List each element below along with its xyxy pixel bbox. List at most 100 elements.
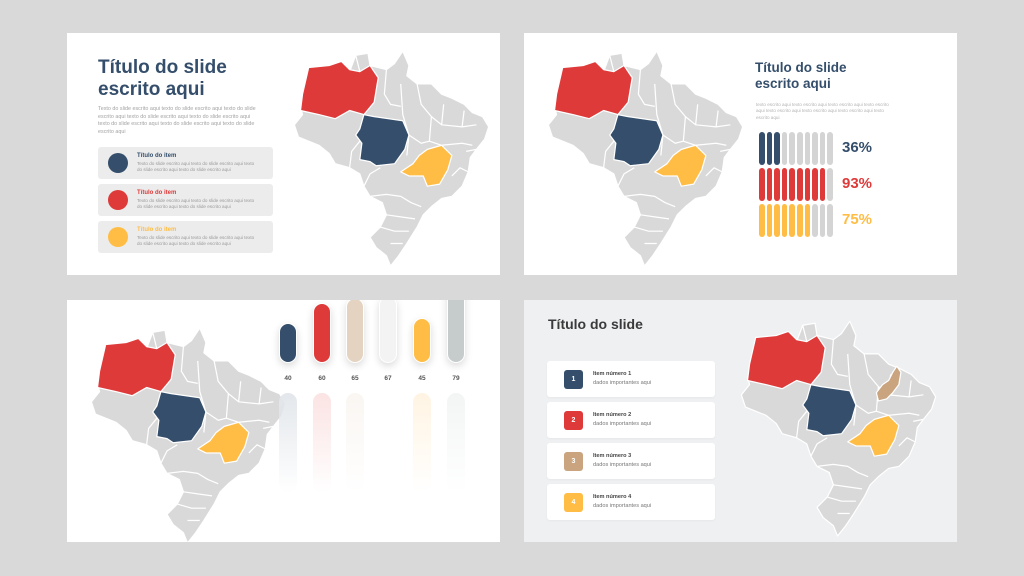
title-line-1: Título do slide [755,60,847,75]
progress-pip [789,132,795,165]
progress-pip [781,204,788,237]
title-line-2: escrito aqui [98,78,205,100]
bar-fill [413,318,431,363]
progress-row: 93% [759,168,889,201]
progress-pip [827,168,833,201]
state-amazonas [746,330,826,390]
slide-4-thumbnail[interactable]: Título do slide 1 Item número 1 dados im… [524,300,957,542]
vertical-bar-chart: 40 60 65 67 45 79 [275,300,485,500]
progress-pip [774,168,780,201]
bar-value-label: 79 [452,375,460,382]
progress-pip [812,204,818,237]
bar-track [413,393,431,493]
item-list: Título do item Texto do slide escrito aq… [98,147,273,258]
title-line-1: Título do slide [98,57,227,78]
progress-pip [789,204,795,237]
list-item: 4 Item número 4 dados importantes aqui [547,484,715,520]
progress-pip [804,168,811,201]
item-subtitle: dados importantes aqui [593,380,652,386]
progress-pip [759,204,765,237]
bar-value-label: 60 [318,375,326,382]
bar-track [346,393,364,493]
bar-track [279,393,297,493]
state-mato-grosso [802,383,857,437]
progress-pip [797,168,803,201]
slide-3-thumbnail[interactable]: 40 60 65 67 45 79 [67,300,500,542]
progress-pip [766,168,773,201]
progress-pip [759,168,765,201]
title-line-2: escrito aqui [755,75,831,91]
progress-pip [774,132,780,165]
slide-title: Título do slide escrito aqui [755,60,875,91]
slide-title: Título do slide escrito aqui [98,57,268,101]
item-title: Item número 4 [593,494,632,500]
number-badge: 3 [564,452,583,471]
slide-2-thumbnail[interactable]: Título do slide escrito aqui texto escri… [524,33,957,275]
number-badge: 2 [564,411,583,430]
bar-value-label: 45 [418,375,426,382]
progress-pip [766,204,773,237]
bar-value-label: 40 [284,375,292,382]
item-title: Item número 3 [593,453,632,459]
progress-pip [759,132,765,165]
item-subtitle: dados importantes aqui [593,421,652,427]
progress-pip [812,168,818,201]
progress-pip [789,168,795,201]
bar-track [447,393,465,493]
item-text: Texto do slide escrito aqui texto do sli… [137,198,255,209]
progress-pip [827,204,833,237]
state-mato-grosso [609,113,664,167]
progress-pip [819,204,826,237]
list-item: Título do item Texto do slide escrito aq… [98,221,273,253]
slide-description: Texto do slide escrito aqui texto do sli… [98,106,256,135]
item-subtitle: dados importantes aqui [593,462,652,468]
percent-label: 93% [842,175,873,192]
bar-fill [379,300,397,363]
progress-pip [781,132,788,165]
state-amazonas [553,60,633,120]
state-mato-grosso [355,113,410,167]
item-subtitle: dados importantes aqui [593,503,652,509]
brazil-map [735,313,940,538]
circle-icon [108,227,128,247]
state-minas-gerais [847,414,900,457]
item-title: Item número 1 [593,371,632,377]
progress-pip [766,132,773,165]
progress-pip [827,132,833,165]
bar-fill [313,303,331,363]
progress-pip [797,204,803,237]
brazil-map [85,320,290,542]
progress-row: 36% [759,132,889,165]
brazil-map [288,43,493,268]
bar-fill [279,323,297,363]
state-minas-gerais [400,144,453,187]
item-title: Item número 2 [593,412,632,418]
numbered-list: 1 Item número 1 dados importantes aqui 2… [547,361,715,525]
list-item: Título do item Texto do slide escrito aq… [98,147,273,179]
progress-pip [819,132,826,165]
list-item: 3 Item número 3 dados importantes aqui [547,443,715,479]
item-text: Texto do slide escrito aqui texto do sli… [137,161,255,172]
state-piaui [875,365,902,402]
item-title: Título do item [137,190,177,196]
item-text: Texto do slide escrito aqui texto do sli… [137,235,255,246]
number-badge: 4 [564,493,583,512]
state-mato-grosso [152,390,207,444]
slide-1-thumbnail[interactable]: Título do slide escrito aqui Texto do sl… [67,33,500,275]
progress-pip [804,132,811,165]
item-title: Título do item [137,153,177,159]
circle-icon [108,153,128,173]
slide-title: Título do slide [548,316,643,332]
list-item: Título do item Texto do slide escrito aq… [98,184,273,216]
brazil-map [542,43,747,268]
progress-row: 75% [759,204,889,237]
bar-value-label: 65 [351,375,359,382]
progress-pip [781,168,788,201]
bar-track [379,393,397,493]
percent-label: 36% [842,139,873,156]
progress-pip [804,204,811,237]
bar-value-label: 67 [384,375,392,382]
percent-label: 75% [842,211,873,228]
state-minas-gerais [197,421,250,464]
state-minas-gerais [654,144,707,187]
